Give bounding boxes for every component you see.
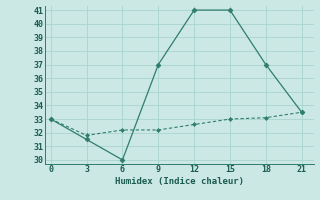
X-axis label: Humidex (Indice chaleur): Humidex (Indice chaleur)	[115, 177, 244, 186]
